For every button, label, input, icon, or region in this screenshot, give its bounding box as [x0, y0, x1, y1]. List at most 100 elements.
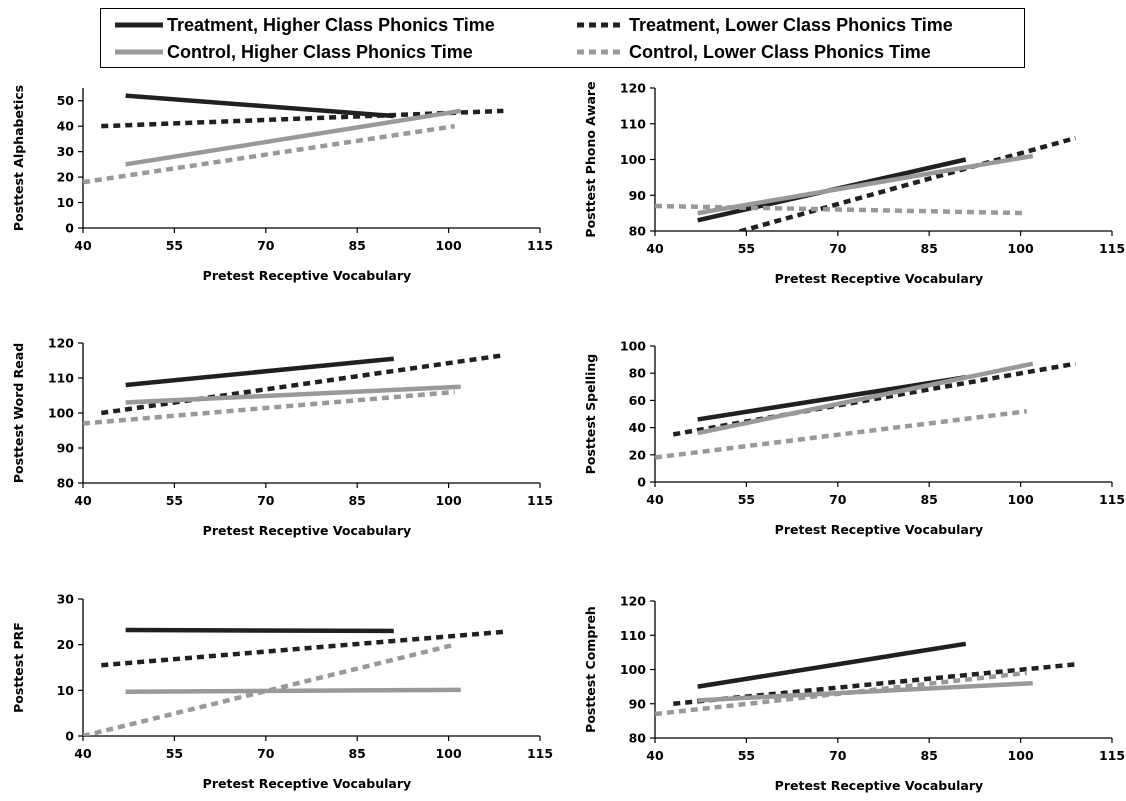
y-tick-label: 110	[620, 628, 646, 643]
series-group	[83, 627, 504, 736]
chart-panel: 80 90 100 110 120 40 55 70 85 100 115 Pretest Recep…	[583, 81, 1125, 287]
y-tick-label: 20	[57, 637, 75, 652]
y-axis-title: Posttest PRF	[11, 622, 26, 713]
x-tick-label: 85	[920, 241, 937, 256]
series-line	[125, 93, 394, 119]
y-tick-label: 0	[65, 221, 74, 236]
y-tick-label: 30	[57, 592, 75, 607]
series-line	[125, 356, 394, 388]
x-tick-label: 100	[1008, 241, 1034, 256]
y-tick-label: 0	[65, 729, 74, 744]
y-tick-label: 100	[620, 339, 646, 354]
y-axis-title: Posttest Phono Aware	[583, 81, 598, 237]
series-group	[655, 641, 1076, 717]
x-tick-label: 70	[829, 492, 847, 507]
y-axis-title: Posttest Compreh	[583, 606, 598, 733]
series-group	[655, 361, 1076, 460]
series-line	[100, 353, 504, 416]
series-line	[125, 384, 461, 405]
x-tick-label: 70	[829, 748, 847, 763]
x-tick-label: 115	[1099, 748, 1125, 763]
y-tick-label: 60	[629, 393, 647, 408]
y-axis-title: Posttest Word Read	[11, 343, 26, 483]
y-tick-label: 100	[48, 406, 74, 421]
legend-label: Treatment, Lower Class Phonics Time	[629, 14, 953, 35]
y-tick-label: 100	[620, 662, 646, 677]
series-group	[655, 135, 1077, 231]
series-group	[83, 93, 504, 185]
chart-panel: 0 10 20 30 40 55 70 85 100 115 Pretest Receptive V…	[11, 592, 553, 792]
series-line	[697, 361, 1034, 436]
x-axis-title: Pretest Receptive Vocabulary	[775, 778, 984, 793]
x-tick-label: 70	[829, 241, 847, 256]
x-tick-label: 85	[920, 492, 937, 507]
y-tick-label: 50	[57, 93, 75, 108]
series-line	[732, 135, 1077, 231]
x-axis-title: Pretest Receptive Vocabulary	[203, 523, 412, 538]
legend-item-control-higher: Control, Higher Class Phonics Time	[115, 40, 473, 64]
x-tick-label: 85	[920, 748, 937, 763]
x-tick-label: 40	[74, 746, 92, 761]
x-tick-label: 100	[436, 746, 462, 761]
y-tick-label: 90	[629, 188, 647, 203]
y-tick-label: 20	[57, 170, 75, 185]
x-tick-label: 115	[527, 238, 553, 253]
x-tick-label: 40	[74, 238, 92, 253]
y-axis-title: Posttest Spelling	[583, 354, 598, 475]
series-line	[101, 629, 504, 668]
series-line	[672, 361, 1076, 437]
y-tick-label: 20	[629, 447, 647, 462]
x-tick-label: 85	[348, 746, 365, 761]
x-tick-label: 115	[1099, 492, 1125, 507]
legend: Treatment, Higher Class Phonics Time Tre…	[100, 8, 1025, 68]
chart-panel: 0 10 20 30 40 50 40 55 70 85 100 115 Pretest Recepti…	[11, 85, 553, 283]
legend-swatch-control-lower	[577, 49, 625, 55]
series-line	[125, 627, 394, 634]
y-tick-label: 110	[620, 116, 646, 131]
x-tick-label: 55	[166, 746, 183, 761]
y-tick-label: 40	[57, 119, 75, 134]
y-tick-label: 80	[629, 366, 647, 381]
x-tick-label: 100	[1008, 748, 1034, 763]
series-line	[655, 670, 1027, 717]
y-axis-title: Posttest Alphabetics	[11, 85, 26, 231]
series-line	[673, 662, 1076, 706]
series-line	[697, 153, 1034, 216]
x-tick-label: 40	[646, 241, 664, 256]
x-axis-title: Pretest Receptive Vocabulary	[203, 776, 412, 791]
series-line	[655, 409, 1027, 460]
x-tick-label: 55	[738, 492, 755, 507]
x-tick-label: 55	[738, 241, 755, 256]
x-tick-label: 70	[257, 746, 275, 761]
x-tick-label: 70	[257, 493, 275, 508]
legend-item-control-lower: Control, Lower Class Phonics Time	[577, 40, 931, 64]
x-tick-label: 55	[166, 493, 183, 508]
x-axis-title: Pretest Receptive Vocabulary	[775, 271, 984, 286]
y-tick-label: 90	[57, 441, 75, 456]
series-line	[83, 642, 456, 736]
chart-panel: 0 20 40 60 80 100 40 55 70 85 100 115 Pretest Recept…	[583, 339, 1125, 538]
y-tick-label: 30	[57, 144, 75, 159]
series-group	[83, 353, 504, 426]
series-line	[697, 641, 967, 689]
series-line	[697, 375, 967, 422]
legend-label: Control, Lower Class Phonics Time	[629, 41, 931, 62]
y-tick-label: 0	[637, 475, 646, 490]
y-tick-label: 80	[57, 476, 75, 491]
y-tick-label: 10	[57, 195, 75, 210]
legend-item-treatment-higher: Treatment, Higher Class Phonics Time	[115, 13, 495, 37]
y-tick-label: 80	[629, 731, 647, 746]
x-tick-label: 115	[527, 493, 553, 508]
chart-panel: 80 90 100 110 120 40 55 70 85 100 115 Pretest Recep…	[583, 594, 1125, 794]
x-tick-label: 40	[74, 493, 92, 508]
y-tick-label: 80	[629, 224, 647, 239]
y-tick-label: 120	[620, 81, 646, 96]
x-axis-title: Pretest Receptive Vocabulary	[775, 522, 984, 537]
series-line	[125, 687, 461, 694]
legend-item-treatment-lower: Treatment, Lower Class Phonics Time	[577, 13, 953, 37]
y-tick-label: 90	[629, 696, 647, 711]
series-line	[83, 389, 455, 426]
series-line	[655, 203, 1027, 216]
x-tick-label: 40	[646, 492, 664, 507]
